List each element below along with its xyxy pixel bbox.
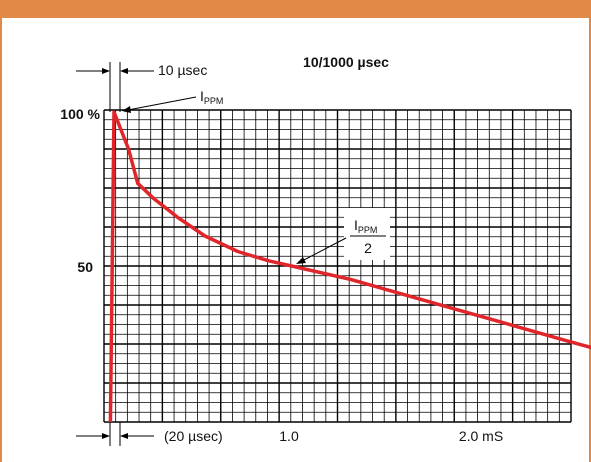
grid: [103, 109, 572, 423]
half-label-denominator: 2: [364, 240, 372, 256]
y-tick-100: 100 %: [60, 106, 100, 122]
left-border: [0, 18, 2, 462]
rise-time-marker: [76, 62, 154, 112]
pulse-start-label: (20 µsec): [164, 428, 223, 444]
x-tick-2: 2.0 mS: [459, 428, 503, 444]
peak-label: IPPM: [200, 88, 223, 106]
right-border: [589, 18, 591, 462]
series-line: [108, 110, 591, 423]
chart-title: 10/1000 µsec: [303, 54, 389, 70]
y-tick-50: 50: [77, 259, 93, 275]
x-tick-1: 1.0: [279, 428, 299, 444]
rise-time-label: 10 µsec: [158, 62, 207, 78]
peak-arrow: [122, 96, 197, 113]
half-label-box: [344, 208, 390, 260]
header-band: [0, 0, 591, 18]
pulse-start-marker: [76, 422, 154, 446]
curve: [108, 110, 591, 423]
half-arrow: [296, 237, 347, 264]
half-label-numerator: IPPM: [354, 217, 377, 235]
